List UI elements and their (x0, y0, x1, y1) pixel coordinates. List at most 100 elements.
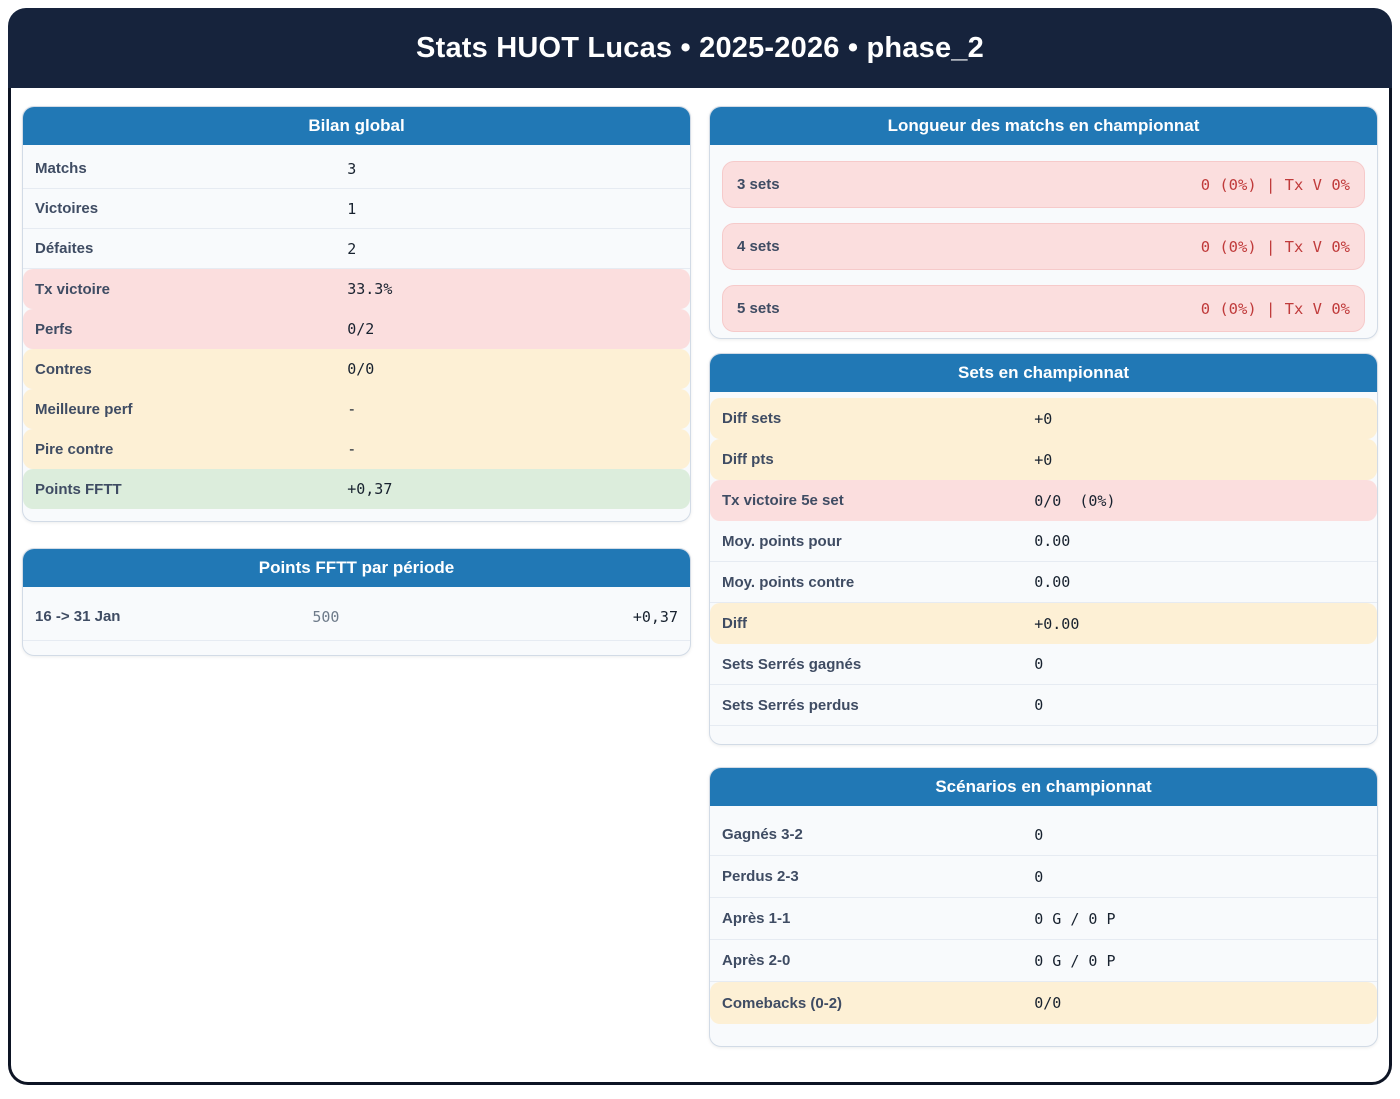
longueur-rows: 3 sets 0 (0%) | Tx V 0% 4 sets 0 (0%) | Tx … (710, 145, 1377, 338)
card-scenarios-championnat: Scénarios en championnat Gagnés 3-2 0 Perd… (709, 767, 1378, 1047)
row-value: +0.00 (1034, 614, 1080, 633)
row-label: Points FFTT (35, 480, 122, 498)
row-value: +0 (1034, 450, 1053, 469)
row-value: 0.00 (1034, 532, 1071, 550)
row-value: 0 (0%) | Tx V 0% (1200, 299, 1350, 318)
row-label: Contres (35, 360, 92, 378)
period-points: 500 (312, 607, 340, 626)
card-longueur-matchs: Longueur des matchs en championnat 3 set… (709, 106, 1378, 339)
row-label: Moy. points contre (722, 573, 855, 591)
row-label: Perdus 2-3 (722, 868, 799, 885)
row-label: 4 sets (737, 238, 780, 255)
row-value: 0 (1034, 655, 1044, 673)
row-label: Diff pts (722, 451, 774, 468)
table-row: Après 2-0 0 G / 0 P (710, 940, 1377, 982)
table-row: Tx victoire 5e set 0/0 (0%) (710, 480, 1377, 521)
row-value: 0 (0%) | Tx V 0% (1200, 175, 1350, 194)
row-label: Sets Serrés gagnés (722, 655, 862, 673)
table-row: Gagnés 3-2 0 (710, 814, 1377, 856)
table-row: Meilleure perf - (23, 389, 690, 429)
card-title-scenarios-championnat: Scénarios en championnat (710, 768, 1377, 806)
row-label: Moy. points pour (722, 532, 842, 550)
row-label: 5 sets (737, 300, 780, 317)
card-bilan-global: Bilan global Matchs 3 Victoires 1 Défaites 2 T… (22, 106, 691, 522)
card-title-points-periode: Points FFTT par période (23, 549, 690, 587)
scenarios-rows: Gagnés 3-2 0 Perdus 2-3 0 Après 1-1 0 G / 0 P… (710, 806, 1377, 1046)
row-value: - (347, 400, 357, 418)
row-label: Victoires (35, 200, 99, 217)
sets-rows: Diff sets +0 Diff pts +0 Tx victoire 5e set 0… (710, 392, 1377, 744)
row-label: Perfs (35, 320, 73, 338)
row-value: 2 (347, 239, 357, 258)
table-row: 3 sets 0 (0%) | Tx V 0% (722, 161, 1365, 208)
row-value: 0 (1034, 696, 1044, 714)
period-delta: +0,37 (632, 607, 678, 626)
row-label: Pire contre (35, 440, 114, 458)
row-value: 0 (0%) | Tx V 0% (1200, 237, 1350, 256)
row-value: 3 (347, 159, 357, 178)
page-title: Stats HUOT Lucas • 2025-2026 • phase_2 (416, 31, 984, 64)
row-label: Gagnés 3-2 (722, 826, 803, 843)
table-row: Sets Serrés perdus 0 (710, 685, 1377, 726)
row-label: Matchs (35, 160, 87, 177)
row-label: Après 1-1 (722, 910, 791, 927)
table-row: Diff sets +0 (710, 398, 1377, 439)
row-value: 0/2 (347, 320, 375, 338)
row-value: 0.00 (1034, 573, 1071, 591)
table-row: Sets Serrés gagnés 0 (710, 644, 1377, 685)
table-row: Matchs 3 (23, 149, 690, 189)
row-label: Après 2-0 (722, 952, 791, 969)
card-title-bilan-global: Bilan global (23, 107, 690, 145)
periode-rows: 16 -> 31 Jan 500 +0,37 (23, 587, 690, 655)
row-value: 0 G / 0 P (1034, 951, 1116, 970)
table-row: Points FFTT +0,37 (23, 469, 690, 509)
table-row: 5 sets 0 (0%) | Tx V 0% (722, 285, 1365, 332)
row-value: +0,37 (347, 480, 393, 498)
table-row: Diff pts +0 (710, 439, 1377, 480)
table-row: Contres 0/0 (23, 349, 690, 389)
period-label: 16 -> 31 Jan (35, 608, 121, 625)
row-value: 0/0 (0%) (1034, 491, 1116, 510)
table-row: 4 sets 0 (0%) | Tx V 0% (722, 223, 1365, 270)
row-label: Défaites (35, 240, 94, 257)
table-row: Après 1-1 0 G / 0 P (710, 898, 1377, 940)
row-value: 0 (1034, 867, 1044, 886)
row-value: 0 G / 0 P (1034, 909, 1116, 928)
row-value: 1 (347, 199, 357, 218)
row-value: - (347, 440, 357, 458)
row-label: 3 sets (737, 176, 780, 193)
table-row: Moy. points pour 0.00 (710, 521, 1377, 562)
table-row: Perdus 2-3 0 (710, 856, 1377, 898)
row-label: Tx victoire (35, 280, 111, 298)
row-value: 0 (1034, 825, 1044, 844)
card-title-sets-championnat: Sets en championnat (710, 354, 1377, 392)
row-label: Diff sets (722, 410, 782, 427)
table-row: Moy. points contre 0.00 (710, 562, 1377, 603)
table-row: Pire contre - (23, 429, 690, 469)
table-row: 16 -> 31 Jan 500 +0,37 (23, 593, 690, 641)
row-value: 0/0 (1034, 994, 1062, 1012)
row-label: Diff (722, 615, 747, 632)
table-row: Perfs 0/2 (23, 309, 690, 349)
card-sets-championnat: Sets en championnat Diff sets +0 Diff pts +… (709, 353, 1378, 745)
row-label: Meilleure perf (35, 400, 133, 418)
table-row: Victoires 1 (23, 189, 690, 229)
table-row: Comebacks (0-2) 0/0 (710, 982, 1377, 1024)
table-row: Diff +0.00 (710, 603, 1377, 644)
row-value: 0/0 (347, 360, 375, 378)
app-body: Bilan global Matchs 3 Victoires 1 Défaites 2 T… (8, 88, 1392, 1085)
page: Stats HUOT Lucas • 2025-2026 • phase_2 B… (8, 8, 1392, 1085)
app-header: Stats HUOT Lucas • 2025-2026 • phase_2 (8, 8, 1392, 88)
card-points-fftt-periode: Points FFTT par période 16 -> 31 Jan 500 +… (22, 548, 691, 656)
row-value: +0 (1034, 409, 1053, 428)
table-row: Tx victoire 33.3% (23, 269, 690, 309)
row-label: Tx victoire 5e set (722, 492, 844, 509)
content-grid: Bilan global Matchs 3 Victoires 1 Défaites 2 T… (22, 106, 1378, 1047)
bilan-rows: Matchs 3 Victoires 1 Défaites 2 Tx victoire 33.… (23, 145, 690, 521)
card-title-longueur-matchs: Longueur des matchs en championnat (710, 107, 1377, 145)
right-column: Longueur des matchs en championnat 3 set… (709, 106, 1378, 1047)
left-column: Bilan global Matchs 3 Victoires 1 Défaites 2 T… (22, 106, 691, 656)
row-label: Sets Serrés perdus (722, 696, 859, 714)
row-label: Comebacks (0-2) (722, 994, 843, 1012)
table-row: Défaites 2 (23, 229, 690, 269)
